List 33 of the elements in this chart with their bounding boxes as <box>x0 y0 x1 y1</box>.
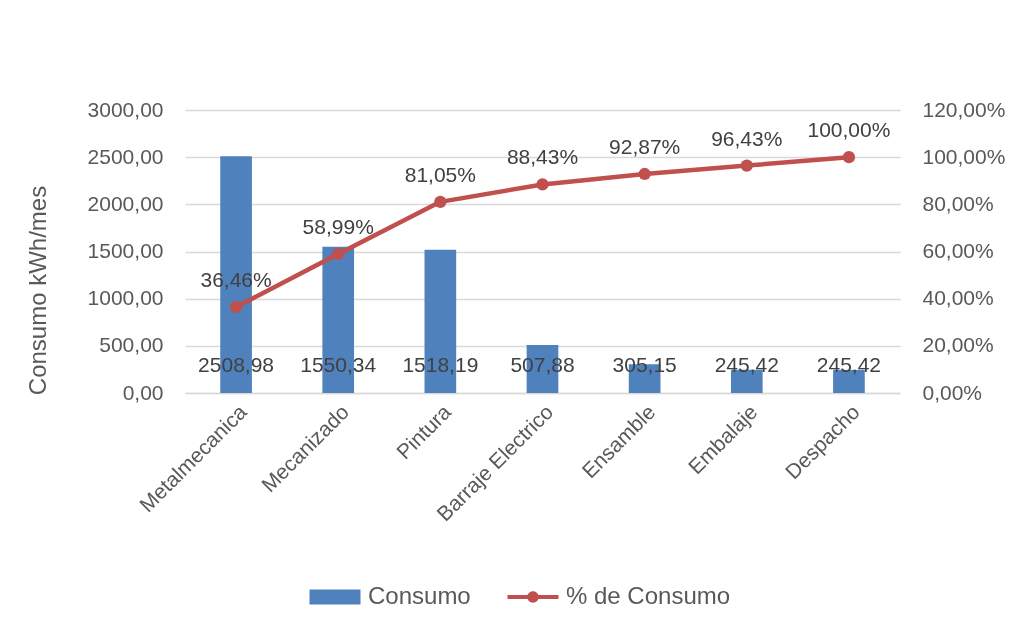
point <box>638 167 651 181</box>
y-tick-label: 2500,00 <box>87 144 164 168</box>
y-tick-label: 3000,00 <box>87 97 164 121</box>
y2-tick-label: 100,00% <box>922 144 1006 168</box>
data-label: 100,00% <box>807 118 891 142</box>
y-tick-label: 1000,00 <box>87 286 164 310</box>
data-label: 245,42 <box>714 353 779 376</box>
data-label: 245,42 <box>816 353 882 376</box>
y-tick-label: 2000,00 <box>87 191 164 215</box>
y2-tick-label: 0,00% <box>922 380 983 404</box>
y-axis-title: Consumo kWh/mes <box>23 185 51 396</box>
data-label: 58,99% <box>302 214 374 238</box>
legend-label: % de Consumo <box>566 582 731 609</box>
point <box>229 300 243 314</box>
y2-tick-label: 80,00% <box>922 191 994 215</box>
point <box>434 195 447 208</box>
data-label: 96,43% <box>711 126 783 150</box>
data-label: 81,05% <box>404 162 476 186</box>
y-tick-label: 500,00 <box>99 333 164 357</box>
y2-tick-label: 40,00% <box>922 286 994 310</box>
data-label: 305,15 <box>612 353 677 376</box>
y2-tick-label: 20,00% <box>922 333 994 357</box>
y2-tick-label: 60,00% <box>922 239 994 262</box>
data-label: 88,43% <box>506 145 579 169</box>
data-label: 92,87% <box>609 134 681 158</box>
legend-label: Consumo <box>368 582 471 609</box>
point <box>740 159 753 172</box>
y-tick-label: 1500,00 <box>87 239 164 262</box>
y-tick-label: 0,00 <box>122 380 164 404</box>
y2-tick-label: 120,00% <box>922 97 1006 121</box>
point <box>842 151 856 164</box>
point <box>332 247 345 260</box>
point <box>536 178 549 191</box>
